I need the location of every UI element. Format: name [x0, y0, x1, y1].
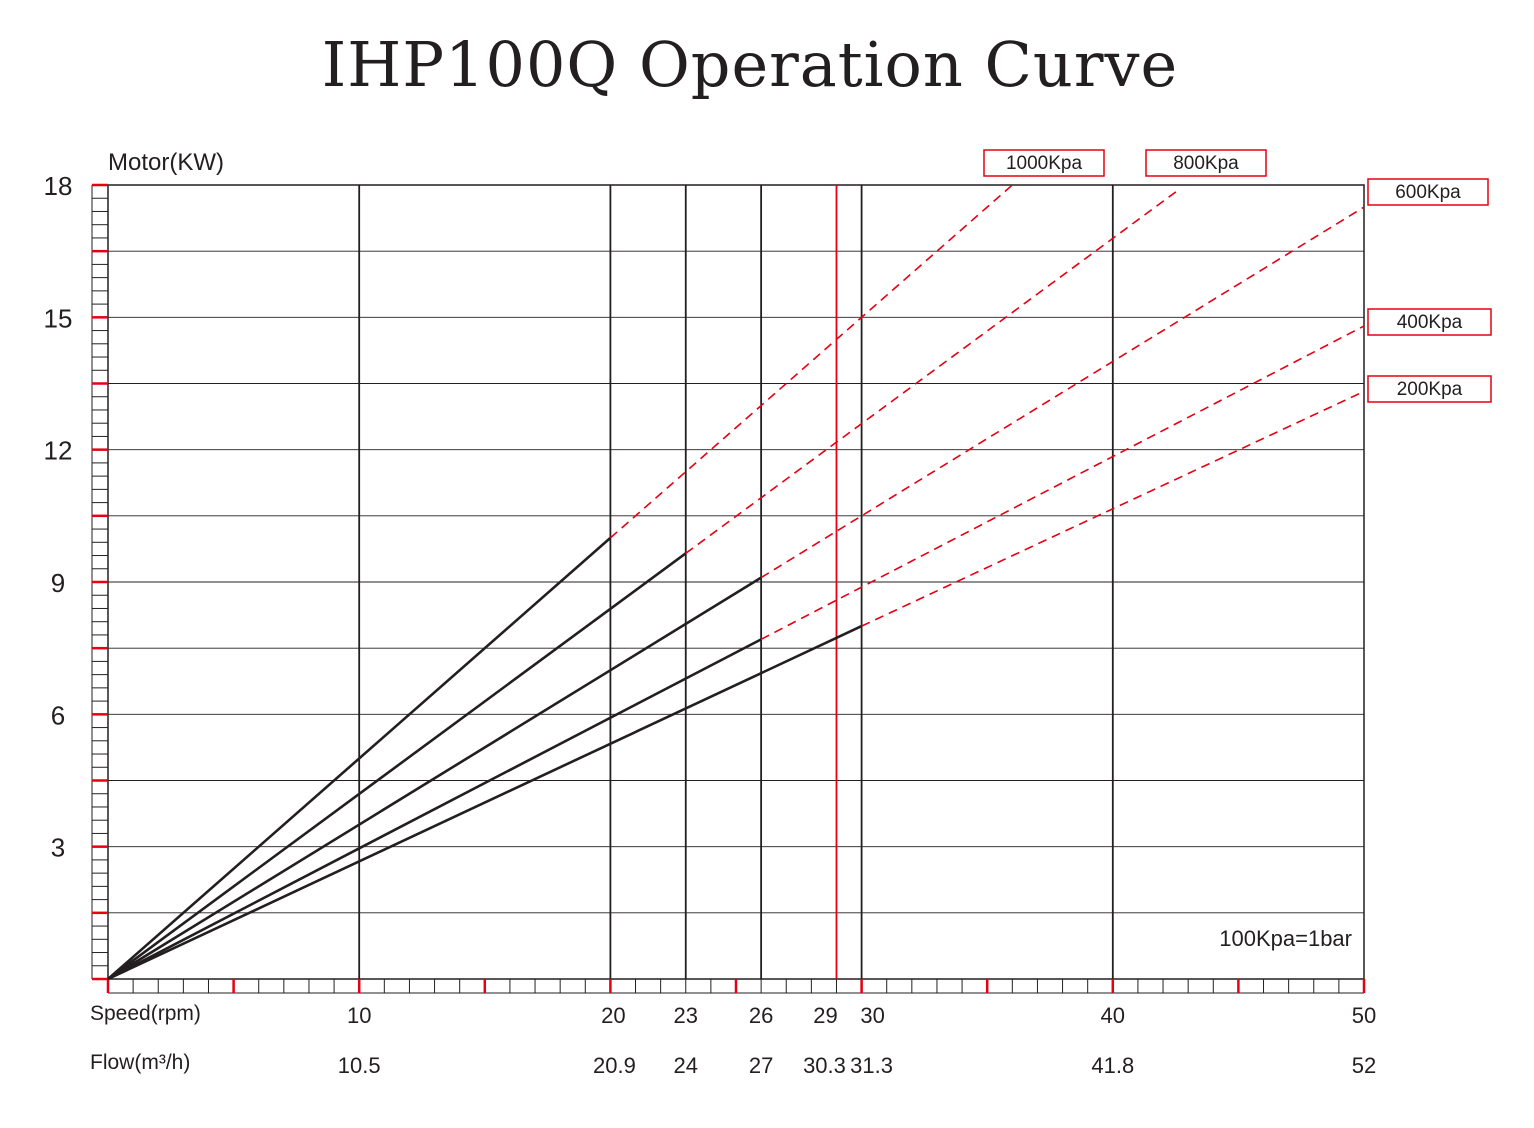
legend-item: 1000Kpa: [983, 149, 1105, 177]
legend-label: 200Kpa: [1397, 379, 1463, 400]
x-tick-label: 29: [813, 1003, 837, 1028]
legend-item: 400Kpa: [1367, 308, 1492, 336]
y-tick-label: 9: [51, 568, 65, 598]
legend-label: 400Kpa: [1397, 312, 1463, 333]
flow-tick-label: 20.9: [593, 1053, 636, 1078]
series-solid-line: [107, 536, 612, 980]
axis-labels: Motor(KW) Speed(rpm) Flow(m³/h) 100Kpa=1…: [44, 149, 1377, 1078]
unit-note: 100Kpa=1bar: [1219, 926, 1352, 951]
x-tick-label: 30: [860, 1003, 884, 1028]
x-axis-label: Speed(rpm): [90, 1002, 201, 1025]
grid: [108, 185, 1364, 979]
legend-label: 800Kpa: [1173, 153, 1239, 174]
x-tick-label: 23: [674, 1003, 698, 1028]
series-solid-line: [107, 576, 762, 981]
series-lines: [107, 184, 1365, 981]
series-solid-line: [107, 624, 863, 981]
series-dashed-line: [760, 325, 1365, 641]
legend-label: 600Kpa: [1395, 182, 1461, 203]
legend-item: 600Kpa: [1367, 178, 1489, 206]
flow-tick-label: 30.3: [803, 1053, 846, 1078]
legend-label: 1000Kpa: [1006, 153, 1083, 174]
y-tick-label: 6: [51, 700, 65, 730]
flow-tick-label: 41.8: [1091, 1053, 1134, 1078]
flow-tick-label: 10.5: [338, 1053, 381, 1078]
flow-tick-label: 24: [674, 1053, 698, 1078]
axis-rulers: [91, 183, 1366, 994]
y-tick-label: 15: [44, 303, 73, 333]
flow-tick-label: 27: [749, 1053, 773, 1078]
legend-box: [1367, 178, 1489, 206]
flow-tick-label: 52: [1352, 1053, 1376, 1078]
series-dashed-line: [861, 390, 1365, 627]
series-legend: 1000Kpa 800Kpa 600Kpa 400Kpa 200Kpa: [983, 149, 1492, 403]
x-tick-label: 50: [1352, 1003, 1376, 1028]
legend-item: 200Kpa: [1367, 375, 1492, 403]
legend-box: [1367, 375, 1492, 403]
flow-axis-label: Flow(m³/h): [90, 1051, 190, 1074]
flow-tick-label: 31.3: [850, 1053, 893, 1078]
series-solid-line: [107, 552, 687, 981]
x-tick-label: 26: [749, 1003, 773, 1028]
x-tick-label: 10: [347, 1003, 371, 1028]
x-tick-label: 40: [1101, 1003, 1125, 1028]
series-dashed-line: [685, 187, 1182, 554]
legend-item: 800Kpa: [1145, 149, 1267, 177]
y-tick-label: 3: [51, 833, 65, 863]
legend-box: [1145, 149, 1267, 177]
legend-box: [983, 149, 1105, 177]
x-tick-label: 20: [601, 1003, 625, 1028]
series-solid-line: [107, 638, 762, 981]
y-tick-label: 18: [44, 171, 73, 201]
chart-title: IHP100Q Operation Curve: [321, 28, 1179, 101]
y-tick-label: 12: [44, 436, 73, 466]
series-dashed-line: [760, 206, 1365, 579]
series-dashed-line: [609, 184, 1013, 539]
legend-box: [1367, 308, 1492, 336]
y-axis-label: Motor(KW): [108, 149, 224, 176]
